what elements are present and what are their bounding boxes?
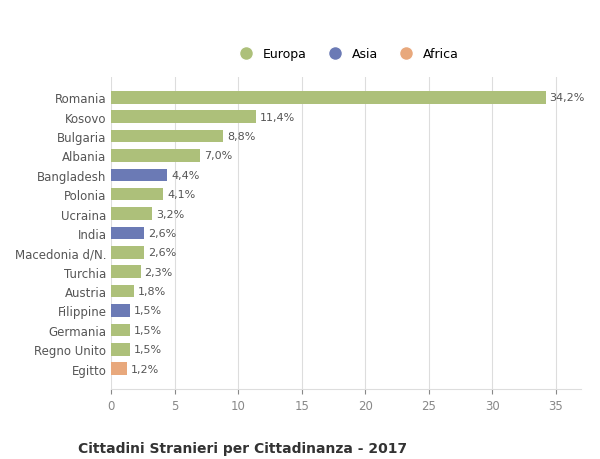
Text: 1,8%: 1,8% [138, 286, 166, 297]
Bar [112, 150, 200, 162]
Text: 2,6%: 2,6% [148, 248, 176, 258]
Bar [112, 324, 130, 336]
Text: 7,0%: 7,0% [204, 151, 232, 161]
Bar [112, 111, 256, 123]
Text: 8,8%: 8,8% [227, 132, 255, 142]
Text: 34,2%: 34,2% [550, 93, 584, 103]
Text: 4,1%: 4,1% [167, 190, 196, 200]
Legend: Europa, Asia, Africa: Europa, Asia, Africa [228, 43, 464, 66]
Bar [112, 130, 223, 143]
Text: 11,4%: 11,4% [260, 112, 295, 123]
Bar [112, 285, 134, 298]
Text: 1,5%: 1,5% [134, 325, 163, 335]
Text: 3,2%: 3,2% [156, 209, 184, 219]
Bar [112, 304, 130, 317]
Text: 4,4%: 4,4% [171, 170, 199, 180]
Bar [112, 189, 163, 201]
Text: Cittadini Stranieri per Cittadinanza - 2017: Cittadini Stranieri per Cittadinanza - 2… [78, 441, 407, 454]
Text: 1,5%: 1,5% [134, 344, 163, 354]
Bar [112, 227, 145, 240]
Bar [112, 363, 127, 375]
Text: 1,2%: 1,2% [130, 364, 158, 374]
Bar [112, 92, 545, 104]
Text: 1,5%: 1,5% [134, 306, 163, 316]
Bar [112, 266, 140, 279]
Bar [112, 246, 145, 259]
Text: 2,6%: 2,6% [148, 229, 176, 238]
Bar [112, 343, 130, 356]
Text: 2,3%: 2,3% [145, 267, 173, 277]
Bar [112, 169, 167, 182]
Bar [112, 208, 152, 220]
